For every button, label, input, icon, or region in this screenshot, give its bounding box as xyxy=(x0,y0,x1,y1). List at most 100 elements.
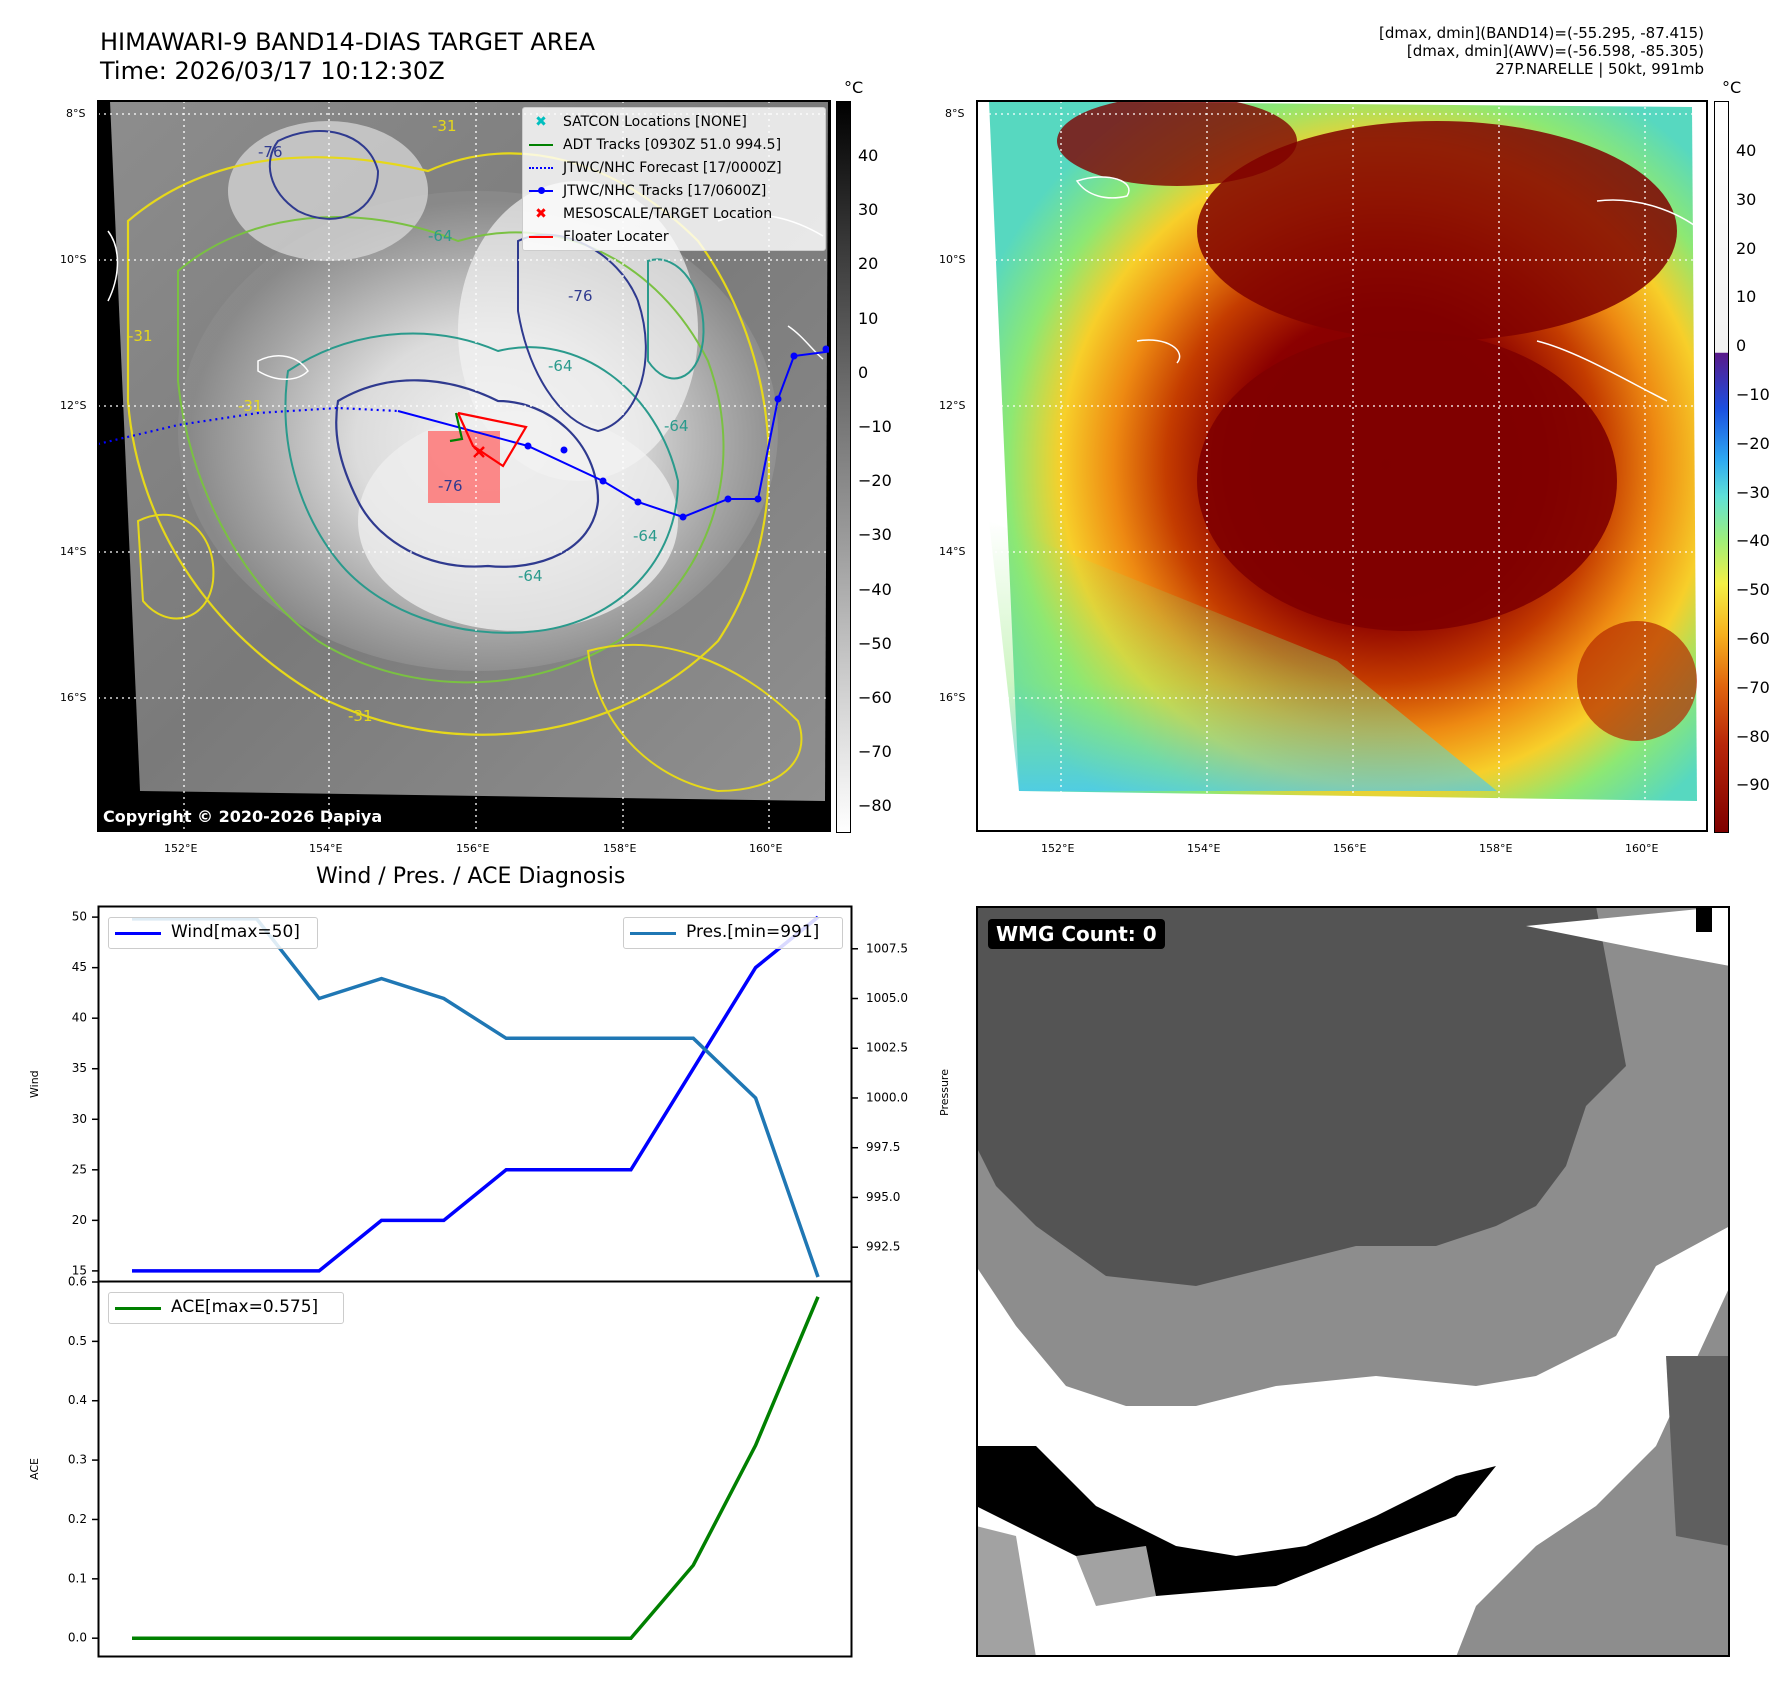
contour-label: -64 xyxy=(518,567,543,585)
lon-label: 160°E xyxy=(1625,842,1659,855)
pressure-tick-label: 995.0 xyxy=(866,1190,900,1204)
pressure-line-icon xyxy=(630,932,676,935)
contour-label: -31 xyxy=(432,117,457,135)
ace-line-icon xyxy=(115,1307,161,1310)
colorbar-tick-label: −20 xyxy=(858,471,892,491)
colorbar-tick-label: −20 xyxy=(1736,433,1770,453)
lat-label: 10°S xyxy=(60,253,87,266)
ace-axis-title: ACE xyxy=(28,1458,41,1480)
colorbar-tick-label: 30 xyxy=(1736,189,1757,209)
target-marker-icon: ✖ xyxy=(535,206,547,222)
colorbar-tick-label: 40 xyxy=(1736,141,1757,160)
wind-tick-label: 20 xyxy=(72,1213,87,1227)
contour-label: -31 xyxy=(128,327,153,345)
legend-label: Floater Locater xyxy=(563,229,669,245)
colorbar-tick-label: 30 xyxy=(858,200,879,220)
lon-label: 156°E xyxy=(456,842,490,855)
colorbar2-unit: °C xyxy=(1722,78,1742,97)
wind-line-icon xyxy=(115,932,161,935)
awv-map-grid xyxy=(977,101,1707,831)
pressure-tick-label: 1002.5 xyxy=(866,1041,908,1055)
contour-label: -64 xyxy=(548,357,573,375)
ace-tick-label: 0.3 xyxy=(68,1453,87,1467)
contour-label: -64 xyxy=(633,527,658,545)
wind-tick-label: 15 xyxy=(72,1263,87,1277)
forecast-line-icon xyxy=(529,167,553,169)
copyright: Copyright © 2020-2026 Dapiya xyxy=(103,807,383,826)
colorbar-tick-label: 10 xyxy=(1736,287,1757,307)
legend-label: JTWC/NHC Forecast [17/0000Z] xyxy=(563,160,782,176)
contour-label: -76 xyxy=(568,287,593,305)
wind-axis-title: Wind xyxy=(28,1070,41,1098)
contour-label: -64 xyxy=(428,227,453,245)
colorbar-tick-label: −60 xyxy=(1736,629,1770,648)
floater-line-icon xyxy=(529,236,553,238)
pressure-series-line xyxy=(132,917,820,1278)
colorbar-tick-label: −40 xyxy=(1736,531,1770,551)
wind-tick-label: 50 xyxy=(72,910,87,924)
colorbar-tick-label: 40 xyxy=(858,146,879,165)
legend-label: JTWC/NHC Tracks [17/0600Z] xyxy=(563,183,767,199)
lon-label: 154°E xyxy=(1187,842,1221,855)
track-line-icon xyxy=(529,187,553,194)
ace-tick-label: 0.2 xyxy=(68,1512,87,1526)
pressure-legend: Pres.[min=991] xyxy=(623,917,843,949)
legend-entry: Floater Locater xyxy=(529,229,669,245)
colorbar-tick-label: −50 xyxy=(1736,580,1770,600)
colorbar-tick-label: −10 xyxy=(858,417,892,436)
legend-entry: JTWC/NHC Tracks [17/0600Z] xyxy=(529,183,766,199)
ace-legend: ACE[max=0.575] xyxy=(108,1292,344,1324)
pressure-tick-label: 1007.5 xyxy=(866,941,908,955)
pressure-tick-label: 997.5 xyxy=(866,1140,900,1154)
wmg-frame xyxy=(976,906,1730,1657)
map-legend: ✖ SATCON Locations [NONE] ADT Tracks [093… xyxy=(522,107,826,251)
awv-map-frame xyxy=(976,100,1708,832)
colorbar-tick-label: −30 xyxy=(1736,482,1770,502)
pressure-tick-label: 992.5 xyxy=(866,1240,900,1254)
colorbar-tick-label: 10 xyxy=(858,308,879,328)
lon-label: 158°E xyxy=(1479,842,1513,855)
ace-tick-label: 0.5 xyxy=(68,1334,87,1348)
lon-label: 158°E xyxy=(603,842,637,855)
colorbar-tick-label: −10 xyxy=(1736,385,1770,404)
colorbar-tick-label: 20 xyxy=(858,254,879,274)
colorbar-tick-label: 0 xyxy=(858,362,869,382)
pressure-tick-label: 1000.0 xyxy=(866,1090,908,1104)
colorbar1-unit: °C xyxy=(844,78,864,97)
colorbar1 xyxy=(836,101,851,833)
info-awv: [dmax, dmin](AWV)=(-56.598, -85.305) xyxy=(1406,42,1704,60)
lat-label: 14°S xyxy=(939,545,966,558)
colorbar-tick-label: 20 xyxy=(1736,238,1757,258)
satcon-marker-icon: ✖ xyxy=(535,114,547,130)
contour-label: -31 xyxy=(348,707,373,725)
wmg-panel xyxy=(976,906,1730,1657)
legend-label: ADT Tracks [0930Z 51.0 994.5] xyxy=(563,137,782,153)
map-time: Time: 2026/03/17 10:12:30Z xyxy=(100,57,445,85)
contour-label: -64 xyxy=(664,417,689,435)
ace-tick-label: 0.4 xyxy=(68,1393,87,1407)
wind-series-line xyxy=(132,915,820,1273)
info-storm: 27P.NARELLE | 50kt, 991mb xyxy=(1495,60,1704,78)
wind-legend: Wind[max=50] xyxy=(108,917,318,949)
lon-label: 154°E xyxy=(309,842,343,855)
ace-legend-label: ACE[max=0.575] xyxy=(171,1297,319,1317)
awv-map-panel xyxy=(977,101,1707,831)
wmg-count-badge: WMG Count: 0 xyxy=(988,919,1165,949)
ace-tick-label: 0.6 xyxy=(68,1275,87,1289)
lon-label: 156°E xyxy=(1333,842,1367,855)
contour-label: -76 xyxy=(438,477,463,495)
wind-tick-label: 40 xyxy=(72,1011,87,1025)
wind-tick-label: 35 xyxy=(72,1061,87,1075)
ace-tick-label: 0.1 xyxy=(68,1571,87,1585)
ace-tick-label: 0.0 xyxy=(68,1631,87,1645)
lon-label: 152°E xyxy=(164,842,198,855)
lat-label: 8°S xyxy=(66,107,86,120)
wind-tick-label: 25 xyxy=(72,1162,87,1176)
lon-label: 160°E xyxy=(749,842,783,855)
info-band14: [dmax, dmin](BAND14)=(-55.295, -87.415) xyxy=(1379,24,1704,42)
colorbar-tick-label: −50 xyxy=(858,633,892,653)
wind-tick-label: 45 xyxy=(72,960,87,974)
contour-label: -31 xyxy=(238,397,263,415)
legend-entry: ✖ SATCON Locations [NONE] xyxy=(529,114,747,130)
